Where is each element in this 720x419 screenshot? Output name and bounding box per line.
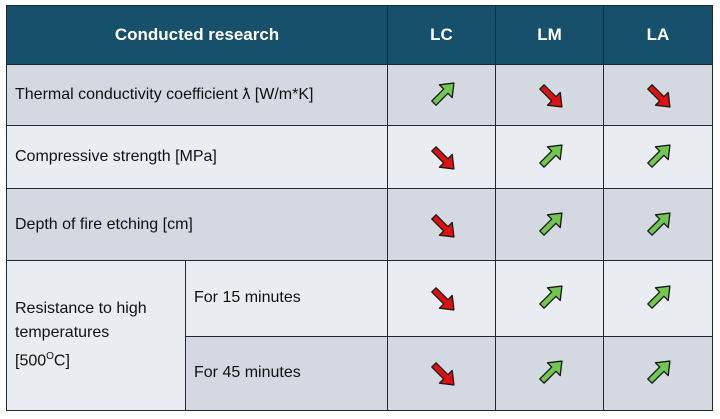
row-thermal: Thermal conductivity coefficient ƛ [W/m*…: [5, 64, 714, 126]
up-right-arrow-icon: [430, 82, 455, 106]
research-table: Conducted research LC LM LA Thermal cond…: [5, 4, 714, 412]
cell-lm: [495, 335, 605, 412]
header-lc: LC: [387, 4, 497, 66]
header-lm: LM: [495, 4, 605, 66]
cell-lm: [495, 260, 605, 337]
cell-lc: [387, 335, 497, 412]
up-right-arrow-icon: [647, 360, 671, 385]
up-right-arrow-icon: [647, 144, 671, 168]
cell-lc: [387, 260, 497, 337]
comparison-table-wrapper: Conducted research LC LM LA Thermal cond…: [5, 4, 714, 412]
resistance-line3-post: C]: [53, 352, 70, 370]
resistance-label: Resistance to high temperatures [500OC]: [6, 260, 186, 411]
cell-la: [603, 335, 714, 412]
up-right-arrow-icon: [538, 360, 563, 385]
cell-lm: [495, 124, 605, 189]
up-right-arrow-icon: [538, 144, 563, 168]
down-right-arrow-icon: [430, 213, 455, 238]
down-right-arrow-icon: [430, 362, 455, 386]
header-la: LA: [603, 4, 714, 66]
resistance-line2: temperatures: [15, 324, 110, 342]
row-resistance-45: For 45 minutes: [7, 335, 714, 412]
up-right-arrow-icon: [538, 285, 563, 310]
up-right-arrow-icon: [647, 211, 671, 236]
row-resistance-15: Resistance to high temperatures [500OC] …: [6, 260, 714, 411]
cell-la: [603, 64, 714, 126]
row-fire-etching: Depth of fire etching [cm]: [5, 187, 714, 262]
down-right-arrow-icon: [430, 287, 455, 311]
cell-la: [603, 260, 714, 337]
cell-la: [603, 124, 714, 189]
cell-la: [603, 187, 714, 262]
down-right-arrow-icon: [538, 84, 563, 108]
row-label: Compressive strength [MPa]: [5, 124, 389, 189]
cell-lc: [387, 187, 497, 262]
row-label: Thermal conductivity coefficient ƛ [W/m*…: [5, 64, 389, 126]
resistance-line3-pre: [500: [15, 352, 47, 370]
sub-label: For 15 minutes: [184, 260, 389, 337]
header-row: Conducted research LC LM LA: [5, 4, 714, 66]
resistance-line3-sup: O: [46, 351, 54, 363]
down-right-arrow-icon: [430, 145, 455, 170]
cell-lc: [387, 124, 497, 189]
up-right-arrow-icon: [647, 285, 671, 310]
cell-lc: [387, 64, 497, 126]
row-label: Depth of fire etching [cm]: [5, 187, 389, 262]
down-right-arrow-icon: [647, 84, 671, 108]
row-compressive: Compressive strength [MPa]: [5, 124, 714, 189]
header-research: Conducted research: [5, 4, 389, 66]
up-right-arrow-icon: [538, 211, 563, 236]
cell-lm: [495, 64, 605, 126]
cell-lm: [495, 187, 605, 262]
resistance-line1: Resistance to high: [15, 300, 147, 318]
sub-label: For 45 minutes: [184, 335, 389, 412]
